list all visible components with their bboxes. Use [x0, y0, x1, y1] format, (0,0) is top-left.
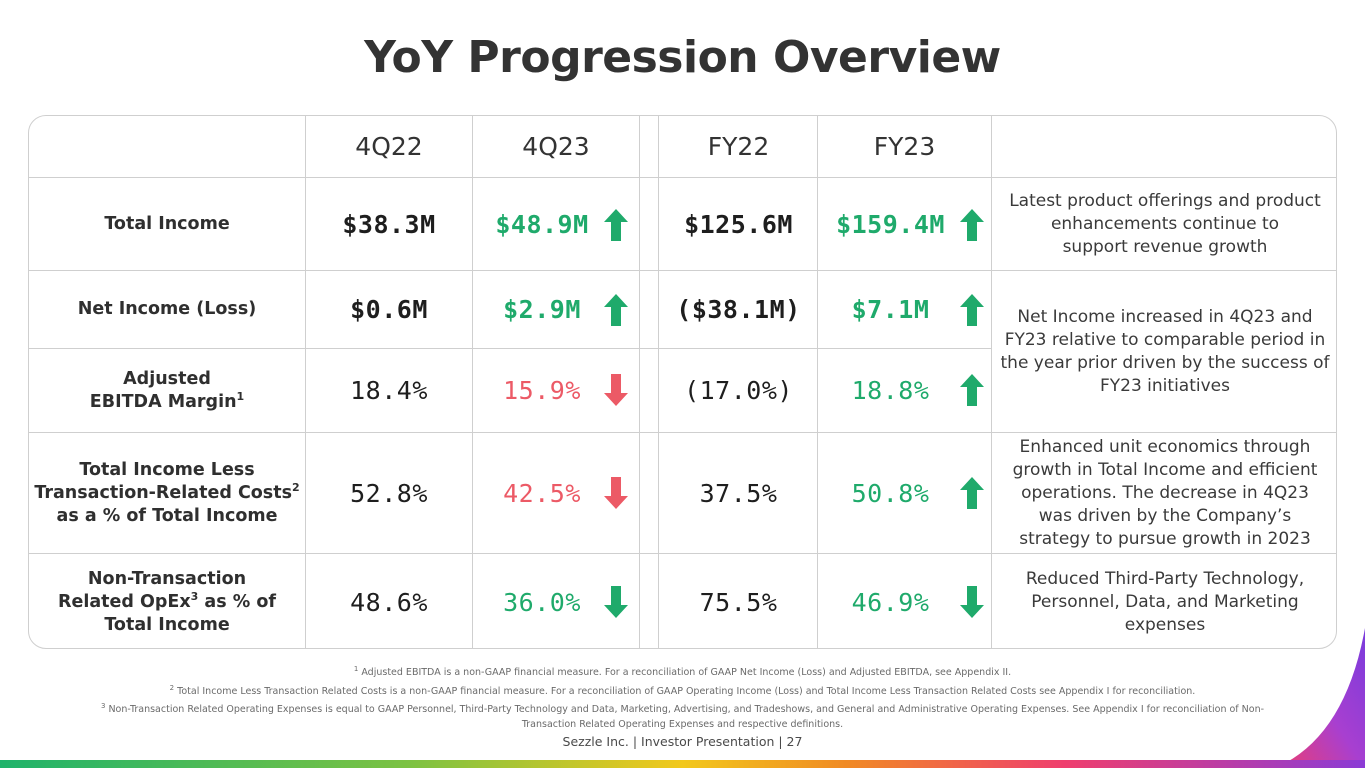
corner-decoration	[1275, 628, 1365, 768]
row-label-total-income-less-trc: Total Income Less Transaction-Related Cos…	[34, 459, 300, 526]
value-til-trc-4q23: 42.5%	[503, 478, 581, 508]
slide-footer: Sezzle Inc. | Investor Presentation | 27	[562, 734, 803, 749]
value-ebitda-margin-4q23: 15.9%	[503, 376, 581, 405]
value-total-income-fy22: $125.6M	[684, 209, 793, 239]
row-divider	[29, 553, 1336, 554]
value-til-trc-fy22: 37.5%	[699, 478, 778, 508]
description-net-income-ebitda: Net Income increased in 4Q23 and FY23 rel…	[1000, 306, 1330, 396]
table-column-gap	[639, 116, 659, 648]
page-title: YoY Progression Overview	[364, 32, 1001, 83]
arrow-down-icon	[960, 586, 984, 618]
value-ebitda-margin-4q22: 18.4%	[350, 376, 428, 405]
row-divider	[29, 270, 1336, 271]
footnotes: 1 Adjusted EBITDA is a non-GAAP financia…	[0, 662, 1365, 732]
value-total-income-4q22: $38.3M	[342, 209, 436, 239]
row-divider	[29, 177, 1336, 178]
value-net-income-fy23: $7.1M	[851, 295, 930, 324]
row-divider	[29, 432, 1336, 433]
row-label-adjusted-ebitda-margin: Adjusted EBITDA Margin1	[89, 368, 245, 412]
footnote-2: 2 Total Income Less Transaction Related …	[169, 683, 1196, 697]
value-ntr-opex-4q23: 36.0%	[503, 587, 581, 617]
column-header-fy22: FY22	[707, 132, 770, 161]
value-net-income-fy22: ($38.1M)	[676, 295, 801, 324]
value-net-income-4q23: $2.9M	[503, 295, 581, 324]
description-opex: Reduced Third-Party Technology, Personnel…	[1025, 568, 1305, 635]
column-divider	[991, 116, 992, 648]
column-divider	[305, 116, 306, 648]
arrow-up-icon	[604, 209, 628, 241]
metrics-table: 4Q22 4Q23 FY22 FY23 Total Income $38.3M …	[28, 115, 1337, 649]
footnote-3: 3 Non-Transaction Related Operating Expe…	[100, 702, 1265, 730]
column-divider	[817, 116, 818, 648]
value-til-trc-4q22: 52.8%	[350, 478, 428, 508]
arrow-up-icon	[960, 374, 984, 406]
arrow-down-icon	[604, 477, 628, 509]
description-unit-economics: Enhanced unit economics through growth in…	[1012, 436, 1318, 549]
arrow-up-icon	[960, 294, 984, 326]
arrow-up-icon	[960, 477, 984, 509]
column-divider	[472, 116, 473, 648]
column-header-fy23: FY23	[873, 132, 936, 161]
row-label-non-transaction-opex: Non-Transaction Related OpEx3 as % of Tota…	[58, 568, 276, 635]
bottom-gradient-bar	[0, 760, 1365, 768]
value-net-income-4q22: $0.6M	[350, 295, 428, 324]
value-ebitda-margin-fy23: 18.8%	[851, 376, 930, 405]
footnote-1: 1 Adjusted EBITDA is a non-GAAP financia…	[353, 665, 1012, 679]
arrow-up-icon	[960, 209, 984, 241]
value-total-income-4q23: $48.9M	[495, 209, 589, 239]
row-label-net-income: Net Income (Loss)	[77, 299, 257, 319]
value-til-trc-fy23: 50.8%	[851, 478, 930, 508]
value-ntr-opex-fy23: 46.9%	[851, 587, 930, 617]
value-total-income-fy23: $159.4M	[836, 209, 945, 239]
row-label-total-income: Total Income	[104, 213, 230, 234]
arrow-down-icon	[604, 374, 628, 406]
column-header-4q23: 4Q23	[522, 132, 590, 161]
value-ntr-opex-4q22: 48.6%	[350, 587, 428, 617]
arrow-down-icon	[604, 586, 628, 618]
row-divider	[29, 348, 991, 349]
value-ebitda-margin-fy22: (17.0%)	[684, 376, 793, 405]
arrow-up-icon	[604, 294, 628, 326]
description-total-income: Latest product offerings and product enha…	[1009, 190, 1321, 257]
value-ntr-opex-fy22: 75.5%	[699, 587, 778, 617]
column-header-4q22: 4Q22	[355, 132, 423, 161]
